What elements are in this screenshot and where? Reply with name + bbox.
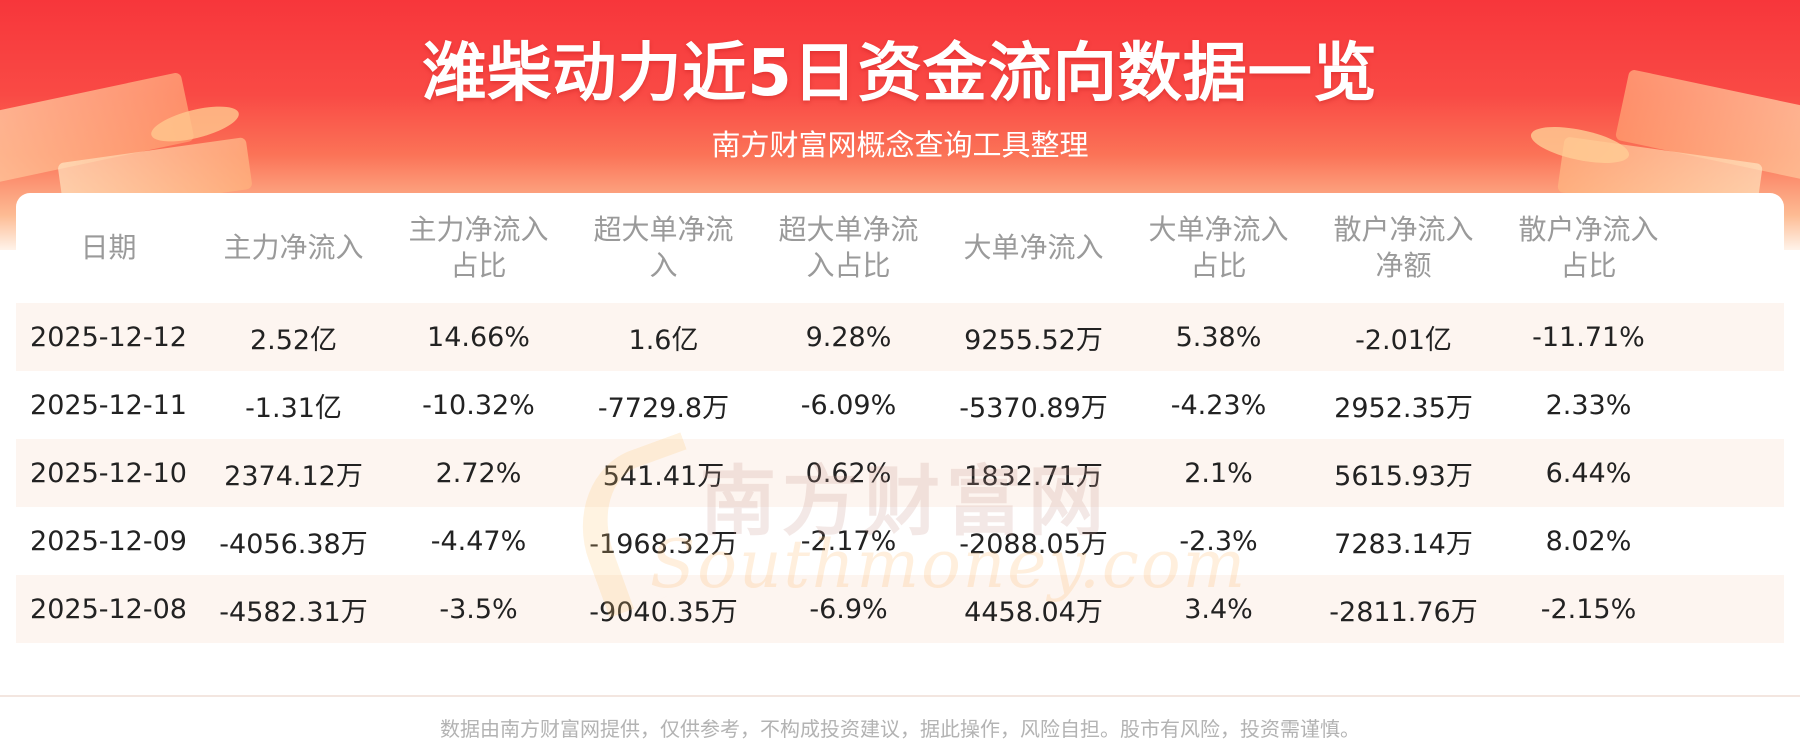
cell-large-ratio: 5.38% (1175, 321, 1262, 353)
header-cell-main-ratio: 主力净流入 占比 (408, 213, 549, 282)
cell-retail-ratio: 2.33% (1545, 389, 1632, 421)
header-cell-retail-ratio: 散户净流入 占比 (1518, 213, 1659, 282)
cell-main-inflow: -1.31亿 (245, 392, 342, 424)
cell-date: 2025-12-12 (30, 321, 187, 353)
header-cell-xl-inflow: 超大单净流入 (593, 213, 734, 282)
cell-xl-ratio: -6.9% (809, 593, 888, 625)
header-cell-date: 日期 (80, 231, 137, 264)
cell-large-ratio: -2.3% (1179, 525, 1258, 557)
cell-date: 2025-12-08 (30, 593, 187, 625)
table-row: 2025-12-08 -4582.31万 -3.5% -9040.35万 -6.… (16, 575, 1784, 643)
cell-xl-inflow: -7729.8万 (597, 392, 730, 424)
cell-large-inflow: 9255.52万 (964, 324, 1103, 356)
cell-retail-ratio: -11.71% (1532, 321, 1645, 353)
cell-date: 2025-12-10 (30, 457, 187, 489)
footer-divider (0, 695, 1800, 697)
cell-large-ratio: -4.23% (1170, 389, 1267, 421)
table-header-row: 日期 主力净流入 主力净流入 占比 超大单净流入 超大单净流 入占比 大单净流入 大… (16, 193, 1784, 303)
cell-xl-inflow: 1.6亿 (628, 324, 699, 356)
cell-retail-net: 7283.14万 (1334, 528, 1473, 560)
cell-large-inflow: 4458.04万 (964, 596, 1103, 628)
cell-date: 2025-12-11 (30, 389, 187, 421)
page-subtitle: 南方财富网概念查询工具整理 (711, 128, 1089, 162)
cell-retail-net: 5615.93万 (1334, 460, 1473, 492)
cell-large-inflow: -2088.05万 (959, 528, 1108, 560)
cell-main-ratio: 14.66% (427, 321, 530, 353)
fund-flow-table: 日期 主力净流入 主力净流入 占比 超大单净流入 超大单净流 入占比 大单净流入 大… (16, 193, 1784, 695)
cell-main-inflow: 2.52亿 (249, 324, 338, 356)
cell-retail-ratio: 8.02% (1545, 525, 1632, 557)
footer-disclaimer: 数据由南方财富网提供，仅供参考，不构成投资建议，据此操作，风险自担。股市有风险，… (440, 717, 1360, 741)
cell-retail-ratio: -2.15% (1540, 593, 1637, 625)
cell-xl-ratio: 0.62% (805, 457, 892, 489)
table-row: 2025-12-11 -1.31亿 -10.32% -7729.8万 -6.09… (16, 371, 1784, 439)
cell-xl-ratio: -2.17% (800, 525, 897, 557)
cell-large-ratio: 3.4% (1184, 593, 1253, 625)
cell-xl-ratio: 9.28% (805, 321, 892, 353)
table-row: 2025-12-10 2374.12万 2.72% 541.41万 0.62% … (16, 439, 1784, 507)
cell-retail-net: -2811.76万 (1329, 596, 1478, 628)
cell-xl-inflow: -1968.32万 (589, 528, 738, 560)
header-cell-large-inflow: 大单净流入 (963, 231, 1104, 264)
cell-main-inflow: 2374.12万 (224, 460, 363, 492)
table-row: 2025-12-12 2.52亿 14.66% 1.6亿 9.28% 9255.… (16, 303, 1784, 371)
cell-main-inflow: -4056.38万 (219, 528, 368, 560)
table-row: 2025-12-09 -4056.38万 -4.47% -1968.32万 -2… (16, 507, 1784, 575)
cell-main-ratio: -3.5% (439, 593, 518, 625)
cell-large-ratio: 2.1% (1184, 457, 1253, 489)
cell-main-ratio: 2.72% (435, 457, 522, 489)
cell-xl-ratio: -6.09% (800, 389, 897, 421)
cell-main-ratio: -10.32% (422, 389, 535, 421)
cell-main-inflow: -4582.31万 (219, 596, 368, 628)
cell-retail-net: -2.01亿 (1355, 324, 1452, 356)
cell-large-inflow: -5370.89万 (959, 392, 1108, 424)
cell-main-ratio: -4.47% (430, 525, 527, 557)
cell-retail-ratio: 6.44% (1545, 457, 1632, 489)
cell-date: 2025-12-09 (30, 525, 187, 557)
page-title: 潍柴动力近5日资金流向数据一览 (422, 37, 1378, 111)
header-cell-large-ratio: 大单净流入 占比 (1148, 213, 1289, 282)
cell-large-inflow: 1832.71万 (964, 460, 1103, 492)
header-cell-xl-ratio: 超大单净流 入占比 (778, 213, 919, 282)
header-cell-main-inflow: 主力净流入 (223, 231, 364, 264)
header-cell-retail-net: 散户净流入 净额 (1333, 213, 1474, 282)
cell-retail-net: 2952.35万 (1334, 392, 1473, 424)
cell-xl-inflow: -9040.35万 (589, 596, 738, 628)
cell-xl-inflow: 541.41万 (602, 460, 725, 492)
